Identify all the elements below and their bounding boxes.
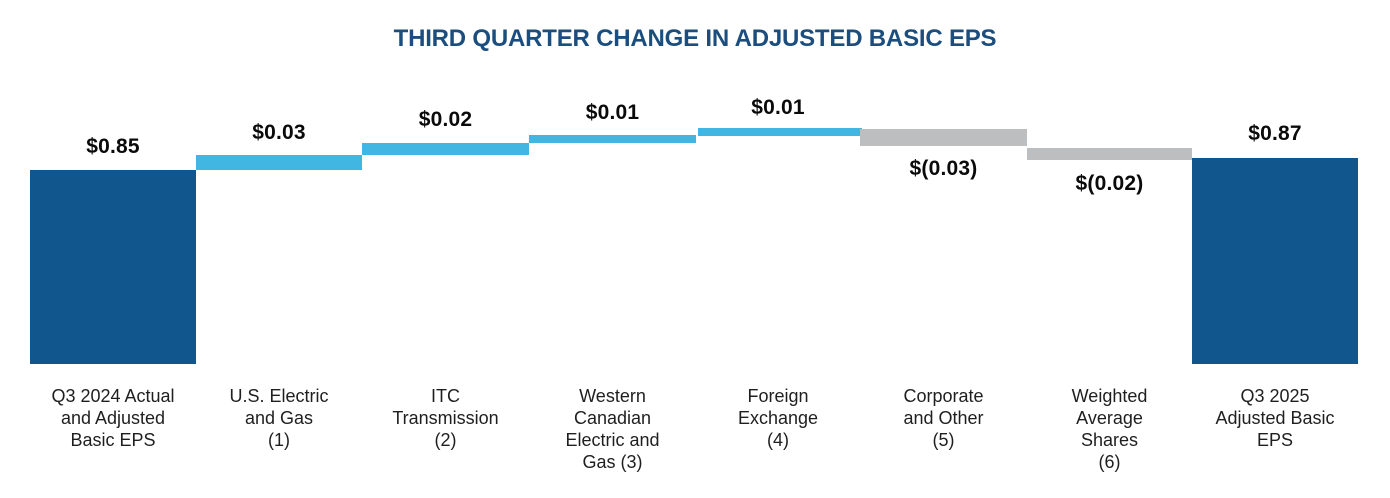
segment-corporate-and-other	[860, 129, 1027, 146]
value-label-q3-2024-eps: $0.85	[86, 135, 140, 158]
axis-label-itc-transmission: ITC Transmission (2)	[392, 386, 499, 450]
axis-label-us-electric-and-gas: U.S. Electric and Gas (1)	[229, 386, 329, 450]
axis-label-q3-2025-eps: Q3 2025 Adjusted Basic EPS	[1215, 386, 1335, 450]
segment-weighted-average-shares	[1027, 148, 1192, 160]
axis-label-western-canadian-electric-and-gas: Western Canadian Electric and Gas (3)	[565, 386, 660, 472]
segment-western-canadian-electric-and-gas	[529, 135, 696, 143]
segment-itc-transmission	[362, 143, 529, 155]
value-label-us-electric-and-gas: $0.03	[252, 121, 306, 144]
value-label-weighted-average-shares: $(0.02)	[1075, 172, 1144, 195]
chart-title: THIRD QUARTER CHANGE IN ADJUSTED BASIC E…	[393, 25, 997, 52]
axis-label-foreign-exchange: Foreign Exchange (4)	[737, 386, 819, 450]
value-label-q3-2025-eps: $0.87	[1248, 122, 1302, 145]
axis-label-q3-2024-eps: Q3 2024 Actual and Adjusted Basic EPS	[51, 386, 175, 450]
total-bar-q3-2024-eps	[30, 170, 196, 364]
value-label-western-canadian-electric-and-gas: $0.01	[585, 101, 640, 124]
segment-us-electric-and-gas	[196, 155, 362, 170]
total-bar-q3-2025-eps	[1192, 158, 1358, 364]
value-label-corporate-and-other: $(0.03)	[909, 157, 978, 180]
axis-label-weighted-average-shares: Weighted Average Shares (6)	[1071, 386, 1148, 472]
axis-label-corporate-and-other: Corporate and Other (5)	[903, 386, 984, 450]
value-label-foreign-exchange: $0.01	[751, 96, 805, 119]
segment-foreign-exchange	[696, 128, 862, 136]
value-label-itc-transmission: $0.02	[418, 108, 473, 131]
